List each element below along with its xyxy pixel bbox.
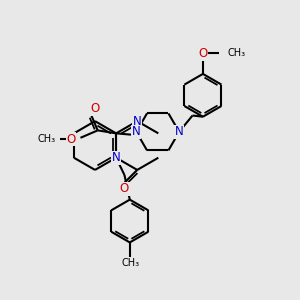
Text: N: N bbox=[175, 125, 184, 138]
Text: CH₃: CH₃ bbox=[122, 258, 140, 268]
Text: O: O bbox=[198, 47, 208, 60]
Text: N: N bbox=[132, 125, 141, 138]
Text: O: O bbox=[90, 103, 99, 116]
Text: O: O bbox=[120, 182, 129, 195]
Text: N: N bbox=[112, 151, 121, 164]
Text: CH₃: CH₃ bbox=[38, 134, 56, 144]
Text: O: O bbox=[66, 133, 76, 146]
Text: N: N bbox=[133, 115, 142, 128]
Text: CH₃: CH₃ bbox=[227, 48, 245, 58]
